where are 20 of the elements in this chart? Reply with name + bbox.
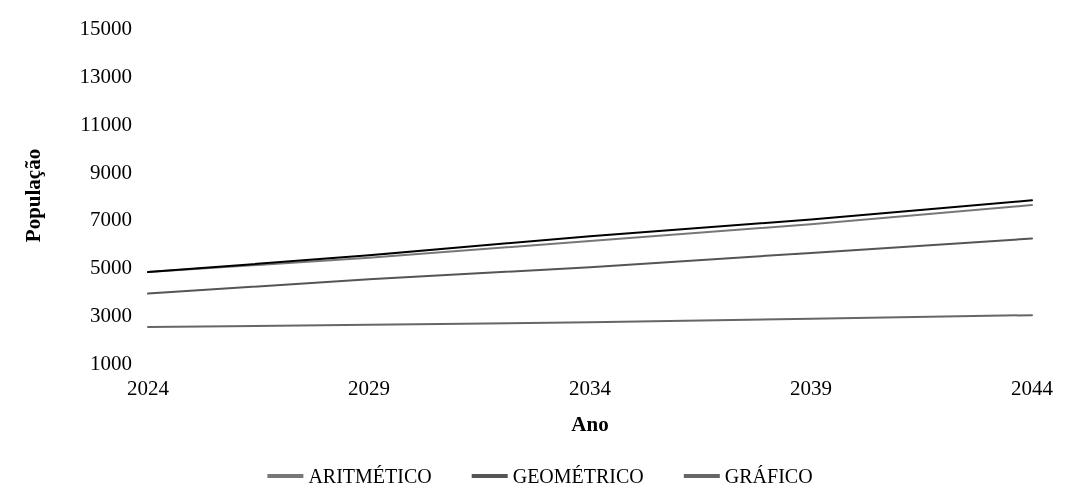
y-tick-label: 1000 bbox=[90, 351, 132, 375]
legend-label: GEOMÉTRICO bbox=[512, 465, 644, 487]
line-series bbox=[147, 237, 1033, 295]
y-tick-label: 11000 bbox=[80, 111, 132, 136]
x-tick-label: 2024 bbox=[127, 375, 170, 400]
x-tick-label: 2029 bbox=[348, 375, 390, 400]
x-tick-label: 2039 bbox=[790, 375, 832, 400]
legend-label: GRÁFICO bbox=[724, 465, 813, 487]
legend-label: ARITMÉTICO bbox=[308, 465, 432, 487]
y-tick-label: 5000 bbox=[90, 255, 132, 280]
x-tick-label: 2034 bbox=[569, 375, 612, 400]
y-tick-label: 9000 bbox=[90, 159, 132, 184]
y-axis-title: População bbox=[20, 148, 45, 243]
x-tick-label: 2044 bbox=[1011, 375, 1054, 400]
line-series bbox=[147, 314, 1033, 329]
y-tick-label: 3000 bbox=[90, 303, 132, 328]
y-tick-label: 13000 bbox=[79, 63, 132, 88]
y-tick-label: 7000 bbox=[90, 207, 132, 232]
y-tick-label: 15000 bbox=[79, 16, 132, 40]
x-axis-title: Ano bbox=[571, 411, 609, 436]
